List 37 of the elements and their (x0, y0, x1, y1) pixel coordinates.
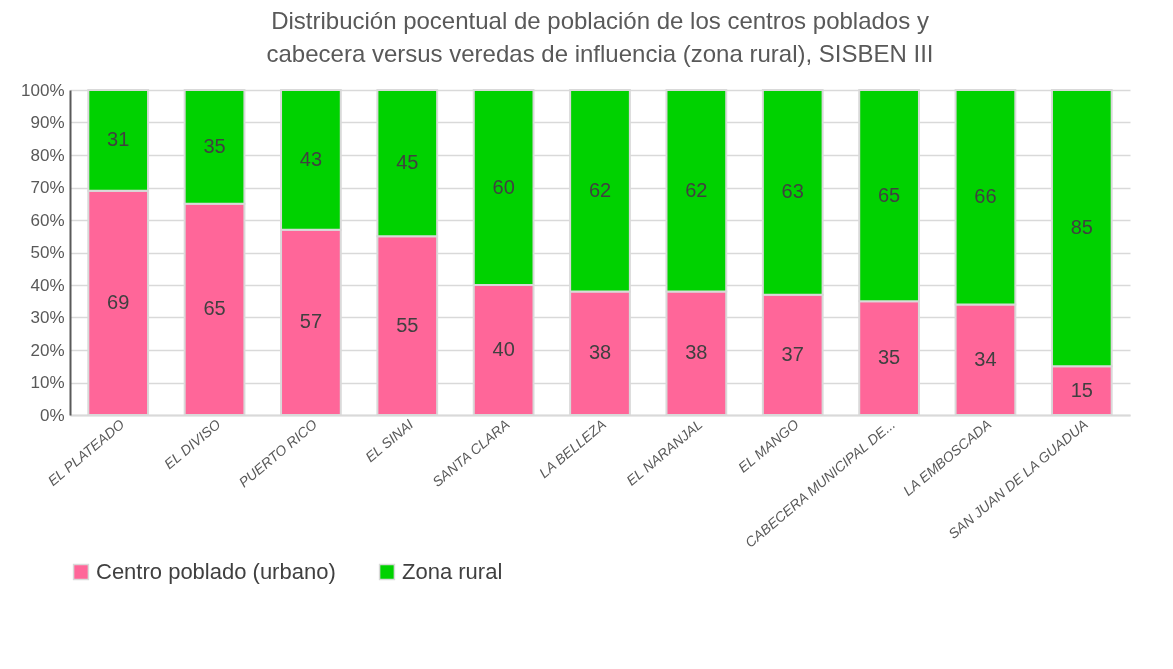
data-label: 62 (685, 178, 708, 201)
data-label: 15 (1070, 378, 1093, 401)
data-label: 35 (203, 134, 226, 157)
data-label: 35 (877, 346, 901, 369)
data-label: 69 (107, 290, 130, 313)
data-label: 38 (588, 341, 612, 364)
text: Distribución pocentual de población de los centros poblados y (271, 7, 929, 34)
y-tick-label: 10% (30, 373, 65, 392)
y-tick-label: 70% (30, 178, 65, 197)
data-label: 85 (1070, 216, 1093, 239)
data-label: 31 (107, 128, 130, 151)
y-tick-label: 30% (30, 308, 65, 327)
y-tick-label: 90% (30, 113, 65, 132)
data-label: 57 (299, 310, 323, 333)
data-label: 65 (203, 297, 226, 320)
y-tick-label: 20% (30, 340, 65, 360)
data-label: 45 (396, 151, 419, 174)
data-label: 40 (492, 338, 515, 360)
data-label: 43 (299, 147, 323, 170)
y-tick-label: 60% (30, 210, 65, 230)
y-tick-label: 80% (30, 145, 65, 165)
y-tick-label: 0% (39, 405, 65, 425)
data-label: 60 (492, 175, 515, 198)
legend-label: Centro poblado (urbano) (96, 559, 336, 584)
text: cabecera versus veredas de influencia (zona rural), SISBEN III (266, 40, 934, 67)
data-label: 34 (974, 347, 997, 370)
data-label: 65 (877, 183, 901, 206)
y-tick-label: 100% (21, 80, 65, 100)
data-label: 62 (588, 178, 612, 201)
data-label: 55 (396, 313, 419, 336)
y-tick-label: 50% (30, 243, 65, 262)
data-label: 63 (781, 180, 804, 203)
legend-label: Zona rural (402, 559, 503, 584)
y-tick-label: 40% (30, 275, 65, 295)
data-label: 38 (685, 341, 708, 364)
data-label: 66 (974, 185, 997, 208)
data-label: 37 (781, 342, 804, 365)
